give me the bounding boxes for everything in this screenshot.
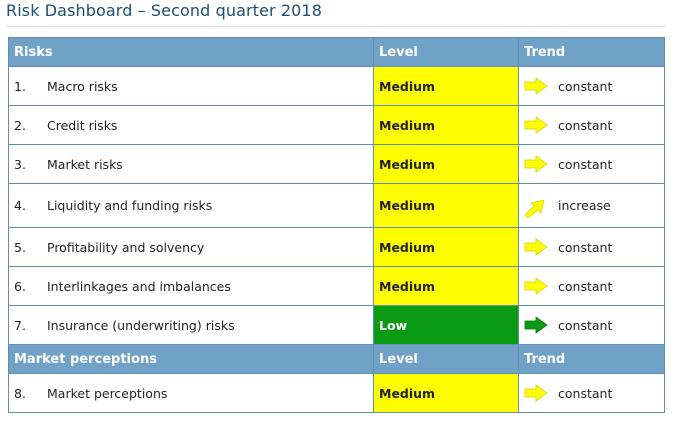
level-cell: Medium — [373, 373, 519, 413]
table-row: 8. Market perceptions Medium constant — [8, 373, 665, 413]
table-row: 1. Macro risks Medium constant — [8, 66, 665, 106]
risk-name: Credit risks — [47, 117, 118, 133]
trend-label: increase — [558, 198, 611, 213]
table-row: 3. Market risks Medium constant — [8, 144, 665, 184]
risk-name-cell: 3. Market risks — [8, 144, 374, 184]
level-cell: Medium — [373, 227, 519, 267]
risk-dashboard-table: Risks Level Trend 1. Macro risks Medium c… — [8, 37, 665, 413]
risk-name: Market perceptions — [47, 385, 168, 401]
table-row: 6. Interlinkages and imbalances Medium co… — [8, 266, 665, 306]
trend-label: constant — [558, 317, 613, 333]
trend-column-header: Trend — [518, 344, 665, 374]
level-cell: Low — [373, 305, 519, 345]
arrow-right-icon — [524, 116, 548, 134]
arrow-right-icon — [524, 155, 548, 173]
risks-column-header: Risks — [8, 37, 374, 67]
trend-cell: constant — [518, 227, 665, 267]
trend-column-header: Trend — [518, 37, 665, 67]
level-cell: Medium — [373, 144, 519, 184]
trend-cell: constant — [518, 66, 665, 106]
arrow-right-icon — [524, 277, 548, 295]
market-perceptions-column-header: Market perceptions — [8, 344, 374, 374]
level-cell: Medium — [373, 266, 519, 306]
risk-name-cell: 2. Credit risks — [8, 105, 374, 145]
arrow-up-right-icon — [524, 197, 548, 219]
table-row: 5. Profitability and solvency Medium cons… — [8, 227, 665, 267]
trend-cell: constant — [518, 105, 665, 145]
table-row: 7. Insurance (underwriting) risks Low con… — [8, 305, 665, 345]
row-number: 1. — [14, 78, 26, 94]
market-perceptions-header-row: Market perceptions Level Trend — [8, 344, 665, 374]
trend-cell: constant — [518, 373, 665, 413]
level-cell: Medium — [373, 105, 519, 145]
trend-label: constant — [558, 239, 613, 255]
arrow-right-icon — [524, 77, 548, 95]
risk-name: Profitability and solvency — [47, 239, 205, 255]
arrow-right-icon — [524, 316, 548, 334]
trend-cell: increase — [518, 183, 665, 228]
level-cell: Medium — [373, 66, 519, 106]
trend-cell: constant — [518, 266, 665, 306]
trend-cell: constant — [518, 144, 665, 184]
level-cell: Medium — [373, 183, 519, 228]
trend-label: constant — [558, 385, 613, 401]
risks-header-row: Risks Level Trend — [8, 37, 665, 67]
row-number: 8. — [14, 385, 26, 401]
risk-name: Market risks — [47, 156, 123, 172]
row-number: 2. — [14, 117, 26, 133]
row-number: 5. — [14, 239, 26, 255]
table-row: 2. Credit risks Medium constant — [8, 105, 665, 145]
trend-label: constant — [558, 117, 613, 133]
risk-name: Liquidity and funding risks — [47, 198, 213, 213]
risk-name: Macro risks — [47, 78, 118, 94]
trend-label: constant — [558, 156, 613, 172]
row-number: 6. — [14, 278, 26, 294]
level-column-header: Level — [373, 344, 519, 374]
risk-name-cell: 6. Interlinkages and imbalances — [8, 266, 374, 306]
table-row: 4. Liquidity and funding risks Medium inc… — [8, 183, 665, 228]
risk-name-cell: 5. Profitability and solvency — [8, 227, 374, 267]
row-number: 3. — [14, 156, 26, 172]
trend-cell: constant — [518, 305, 665, 345]
arrow-right-icon — [524, 238, 548, 256]
trend-label: constant — [558, 278, 613, 294]
row-number: 4. — [14, 198, 26, 213]
level-column-header: Level — [373, 37, 519, 67]
arrow-right-icon — [524, 384, 548, 402]
row-number: 7. — [14, 317, 26, 333]
risk-name-cell: 8. Market perceptions — [8, 373, 374, 413]
risk-name-cell: 4. Liquidity and funding risks — [8, 183, 374, 228]
risk-name: Interlinkages and imbalances — [47, 278, 231, 294]
risk-name-cell: 7. Insurance (underwriting) risks — [8, 305, 374, 345]
risk-name-cell: 1. Macro risks — [8, 66, 374, 106]
title-divider — [6, 26, 666, 27]
risk-name: Insurance (underwriting) risks — [47, 317, 235, 333]
trend-label: constant — [558, 78, 613, 94]
page-title: Risk Dashboard – Second quarter 2018 — [6, 1, 322, 20]
